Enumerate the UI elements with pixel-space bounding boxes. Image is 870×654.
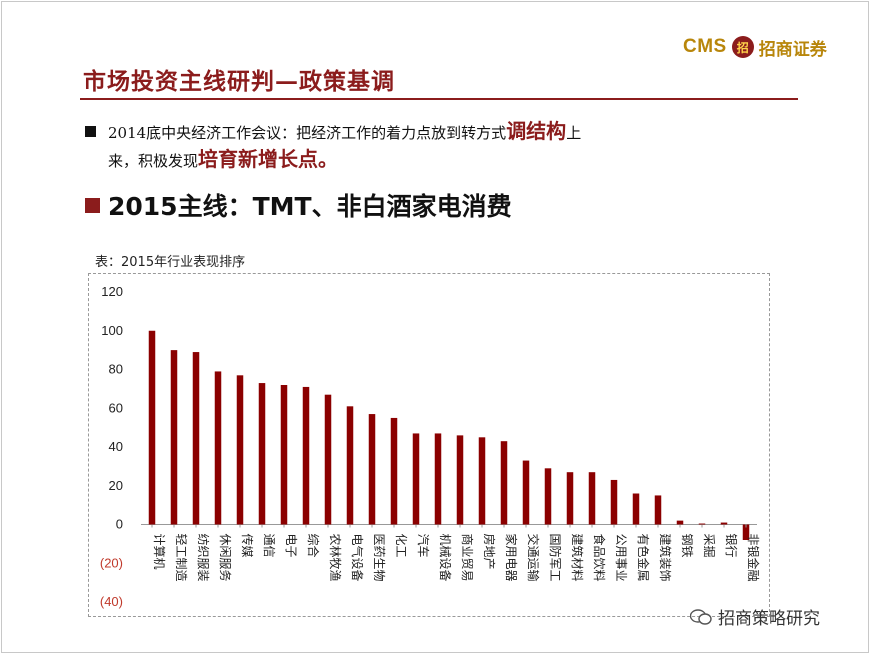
logo-seal-icon: 招 — [731, 36, 754, 58]
bar-机械设备 — [434, 433, 442, 525]
y-tick-label: 0 — [116, 517, 123, 532]
bar-食品饮料 — [588, 472, 596, 525]
bullet-square-icon — [85, 126, 96, 137]
y-tick-label: (40) — [100, 594, 123, 609]
x-category-label: 农林牧渔 — [328, 534, 342, 582]
x-category-label: 国防军工 — [548, 534, 563, 582]
bullet2-text: 2015主线：TMT、非白酒家电消费 — [108, 192, 512, 221]
chart-caption: 表：2015年行业表现排序 — [95, 255, 246, 270]
y-tick-label: 20 — [109, 478, 123, 493]
bar-医药生物 — [368, 414, 376, 525]
bar-轻工制造 — [170, 350, 178, 525]
x-category-label: 钢铁 — [680, 534, 694, 558]
bar-纺织服装 — [192, 352, 200, 525]
y-tick-label: 120 — [101, 284, 123, 299]
x-category-label: 建筑材料 — [570, 534, 585, 582]
y-tick-label: 60 — [109, 400, 123, 415]
title-divider — [80, 98, 798, 100]
bar-综合 — [302, 386, 310, 525]
chart-container: 120 100 80 60 40 20 0 (20) (40) 计算机 轻工制造 纺织服装 休闲服务 传媒… — [88, 273, 770, 617]
x-category-label: 综合 — [306, 534, 321, 558]
x-category-label: 纺织服装 — [196, 534, 210, 582]
x-category-label: 商业贸易 — [460, 534, 475, 582]
bar-家用电器 — [500, 441, 508, 525]
y-tick-label: 40 — [109, 439, 123, 454]
x-category-label: 机械设备 — [438, 534, 453, 582]
x-category-label: 交通运输 — [526, 534, 541, 582]
x-category-label: 采掘 — [702, 534, 717, 558]
wechat-icon — [690, 608, 712, 625]
bar-电子 — [280, 385, 288, 525]
y-tick-label: 80 — [109, 362, 123, 377]
bar-化工 — [390, 417, 398, 525]
x-category-label: 家用电器 — [504, 534, 519, 582]
bar-有色金属 — [632, 493, 640, 525]
bullet-square-icon — [85, 198, 100, 213]
bar-公用事业 — [610, 479, 618, 525]
x-category-label: 计算机 — [152, 534, 167, 570]
logo-cms-text: CMS — [683, 36, 727, 57]
bullet1-part3: 来，积极发现 — [108, 152, 199, 170]
watermark-text: 招商策略研究 — [718, 609, 820, 629]
bar-通信 — [258, 383, 266, 525]
bullet-mainline: 2015主线：TMT、非白酒家电消费 — [85, 187, 512, 223]
x-category-label: 有色金属 — [636, 534, 651, 582]
bar-农林牧渔 — [324, 394, 332, 525]
y-tick-label: 100 — [101, 323, 123, 338]
x-category-label: 汽车 — [416, 534, 431, 558]
bar-电气设备 — [346, 406, 354, 525]
bar-传媒 — [236, 375, 244, 525]
bar-汽车 — [412, 433, 420, 525]
x-category-label: 公用事业 — [614, 534, 628, 582]
bullet1-part4: 。 — [318, 147, 339, 171]
bar-建筑材料 — [566, 472, 574, 525]
bullet1-highlight2: 培育新增长点 — [198, 147, 319, 171]
industry-performance-chart: 120 100 80 60 40 20 0 (20) (40) 计算机 轻工制造 纺织服装 休闲服务 传媒… — [100, 284, 761, 609]
slide-title: 市场投资主线研判—政策基调 — [83, 68, 395, 95]
x-category-label: 轻工制造 — [174, 534, 188, 582]
bar-建筑装饰 — [654, 495, 662, 525]
bar-国防军工 — [544, 468, 552, 525]
bullet1-part2: 上 — [566, 124, 582, 142]
x-category-label: 非银金融 — [746, 534, 761, 582]
bullet-policy: 2014底中央经济工作会议：把经济工作的着力点放到转方式调结构上 来，积极发现培… — [85, 118, 790, 174]
x-category-label: 房地产 — [482, 534, 497, 570]
y-tick-label: (20) — [100, 555, 123, 570]
x-category-label: 食品饮料 — [592, 534, 607, 582]
x-category-label: 医药生物 — [372, 534, 386, 582]
bullet1-part1: 2014底中央经济工作会议：把经济工作的着力点放到转方式 — [108, 124, 507, 142]
x-category-label: 化工 — [394, 534, 408, 558]
x-category-label: 传媒 — [240, 534, 255, 558]
bar-非银金融 — [742, 524, 750, 540]
bar-休闲服务 — [214, 371, 222, 525]
bar-商业贸易 — [456, 435, 464, 525]
brand-logo: CMS 招 招商证券 — [683, 34, 827, 60]
bar-银行 — [720, 522, 728, 525]
x-category-label: 电气设备 — [350, 534, 365, 582]
x-category-label: 通信 — [262, 534, 276, 558]
bullet1-highlight1: 调结构 — [506, 119, 567, 143]
x-category-label: 银行 — [724, 534, 738, 558]
x-category-label: 休闲服务 — [218, 534, 233, 582]
bar-钢铁 — [676, 520, 684, 525]
bar-房地产 — [478, 437, 486, 525]
x-category-label: 建筑装饰 — [658, 534, 673, 582]
x-category-label: 电子 — [284, 534, 298, 558]
wechat-watermark: 招商策略研究 — [690, 604, 820, 629]
bar-交通运输 — [522, 460, 530, 525]
bar-采掘 — [698, 523, 706, 525]
logo-company-name: 招商证券 — [758, 39, 827, 60]
bar-计算机 — [148, 330, 156, 525]
